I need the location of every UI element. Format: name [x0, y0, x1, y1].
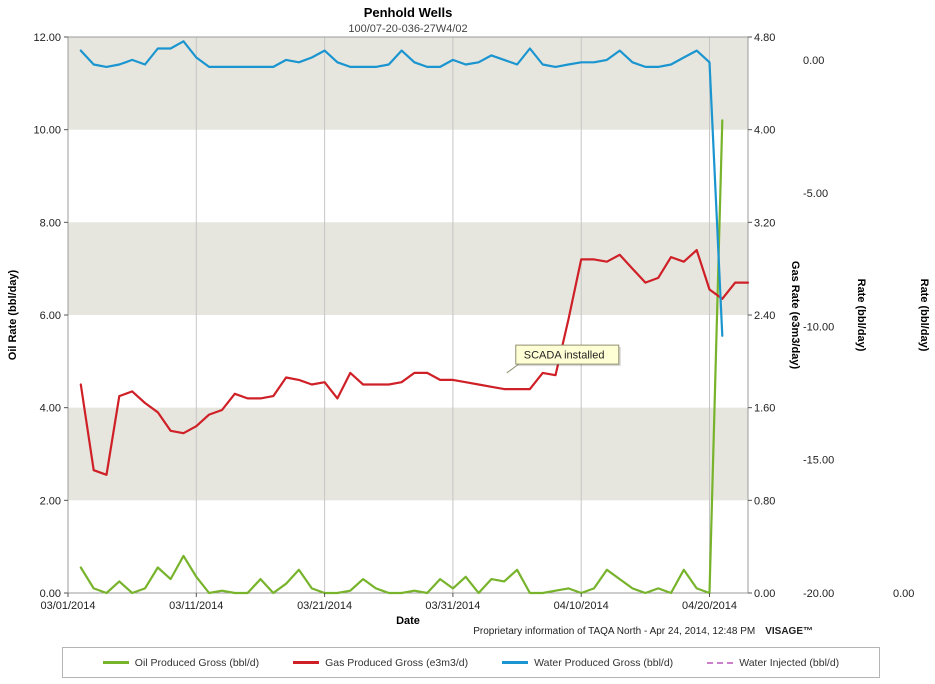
annotation-box [515, 344, 620, 365]
plot-band [68, 407, 748, 501]
annotation-pointer [506, 363, 520, 374]
series-line-oil [79, 119, 724, 595]
footer-brand: VISAGE™ [765, 626, 813, 637]
y-axis-title-gas: Gas Rate (e3m3/day) [789, 261, 801, 370]
y-tick-label-oil: 2.00 [40, 495, 61, 507]
x-tick-label: 04/10/2014 [554, 600, 609, 612]
y-tick-label-gas: 1.60 [754, 403, 775, 415]
y-tick-label-oil: 10.00 [33, 125, 61, 137]
legend-swatch-oil [102, 661, 129, 664]
chart-title: Penhold Wells [363, 5, 453, 20]
y-tick-label-gas: 0.80 [754, 495, 775, 507]
y-tick-label-gas: 2.40 [754, 310, 775, 322]
legend-label: Gas Produced Gross (e3m3/d) [325, 656, 469, 669]
y-tick-label-rate2: -10.00 [803, 321, 834, 333]
footer: Proprietary information of TAQA North - … [68, 626, 813, 637]
footer-note: Proprietary information of TAQA North - … [473, 626, 756, 637]
legend-swatch-water [502, 661, 529, 664]
y-axis-title-rate2: Rate (bbl/day) [855, 279, 867, 352]
legend-item-water-injected[interactable]: Water Injected (bbl/d) [707, 657, 839, 669]
y-tick-label-rate2: -15.00 [803, 455, 834, 467]
y-tick-label-oil: 4.00 [40, 403, 61, 415]
legend: Oil Produced Gross (bbl/d) Gas Produced G… [62, 647, 880, 678]
y-tick-label-rate2: -5.00 [803, 188, 828, 200]
plot-band [68, 222, 748, 315]
legend-swatch-water-injected [707, 661, 734, 664]
legend-item-gas[interactable]: Gas Produced Gross (e3m3/d) [293, 657, 468, 669]
y-tick-label-gas: 3.20 [754, 217, 775, 229]
y-tick-label-rate3: 0.00 [893, 588, 914, 600]
legend-label: Oil Produced Gross (bbl/d) [134, 656, 260, 669]
y-tick-label-rate2: 0.00 [803, 55, 824, 67]
legend-item-oil[interactable]: Oil Produced Gross (bbl/d) [102, 656, 260, 669]
series-line-water [79, 40, 724, 337]
y-tick-label-oil: 6.00 [40, 310, 61, 322]
y-tick-label-gas: 0.00 [754, 588, 775, 600]
y-tick-label-rate2: -20.00 [803, 588, 834, 600]
legend-swatch-gas [293, 661, 320, 664]
chart-subtitle: 100/07-20-036-27W4/02 [348, 23, 468, 35]
y-axis-title-rate3: Rate (bbl/day) [918, 279, 930, 352]
y-tick-label-oil: 8.00 [40, 217, 61, 229]
legend-label: Water Injected (bbl/d) [739, 656, 840, 669]
y-axis-title-oil: Oil Rate (bbl/day) [7, 269, 19, 360]
plot-band [68, 37, 748, 130]
annotation-text: SCADA installed [524, 350, 605, 362]
x-tick-label: 03/21/2014 [297, 600, 352, 612]
y-tick-label-gas: 4.80 [754, 32, 775, 44]
legend-item-water[interactable]: Water Produced Gross (bbl/d) [502, 657, 673, 669]
x-tick-label: 03/01/2014 [40, 600, 95, 612]
x-tick-label: 04/20/2014 [682, 600, 737, 612]
x-tick-label: 03/11/2014 [169, 600, 223, 612]
y-tick-label-oil: 0.00 [40, 588, 61, 600]
y-tick-label-gas: 4.00 [754, 125, 775, 137]
y-tick-label-oil: 12.00 [33, 32, 61, 44]
x-axis-title: Date [396, 615, 420, 627]
legend-label: Water Produced Gross (bbl/d) [534, 656, 674, 669]
x-tick-label: 03/31/2014 [425, 600, 480, 612]
series-line-gas [79, 249, 750, 476]
